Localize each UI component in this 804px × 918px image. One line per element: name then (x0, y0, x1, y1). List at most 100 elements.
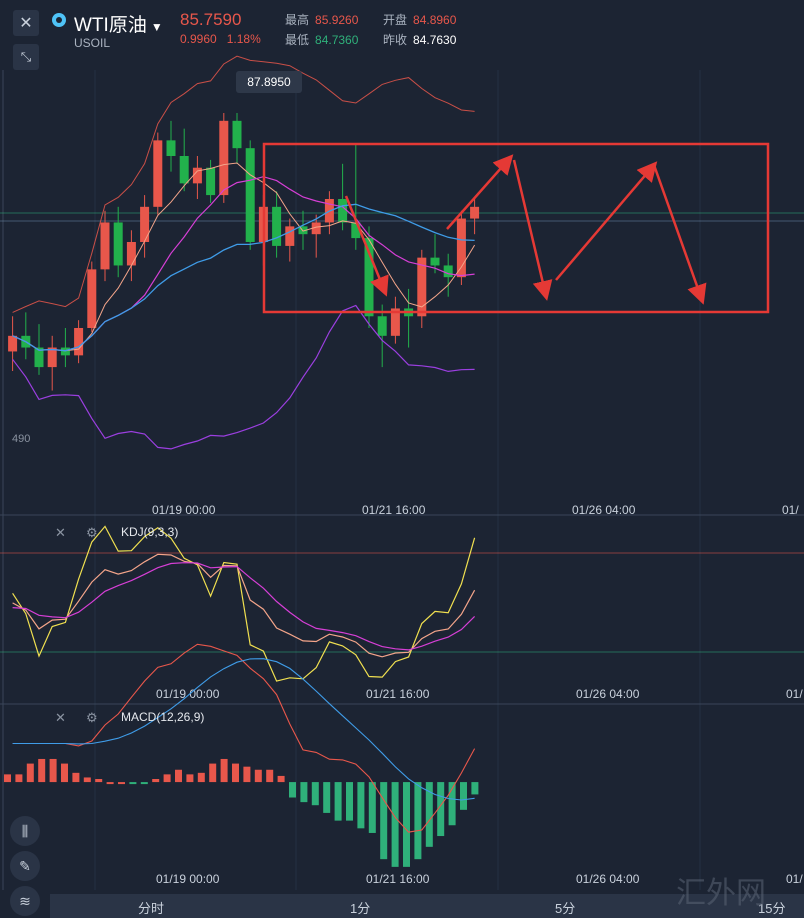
time-tick-label: 01/21 16:00 (366, 687, 430, 701)
candle-body (443, 265, 453, 278)
candle-body (456, 218, 466, 278)
annotation-arrow (512, 159, 553, 301)
candle-style-button[interactable]: ⫼ (10, 816, 40, 846)
tab-1min[interactable]: 1分 (350, 901, 371, 916)
macd-dif-line (12, 643, 476, 833)
tab-intraday[interactable]: 分时 (138, 901, 165, 916)
candle-body (60, 347, 70, 356)
candle-body (390, 308, 400, 336)
last-price: 85.7590 (180, 10, 242, 29)
close-indicator-icon[interactable]: ✕ (55, 710, 66, 725)
annotation-box (262, 142, 770, 314)
candle-body (192, 167, 202, 184)
close-button[interactable]: ✕ (13, 10, 39, 36)
prev-close-stat: 昨收 84.7630 (383, 33, 457, 47)
candle-body (74, 328, 84, 356)
macd-histogram-bar (425, 782, 433, 847)
ma10-line (12, 176, 475, 352)
draw-tool-button[interactable]: ✎ (10, 851, 40, 881)
candle-body (245, 148, 255, 242)
time-tick-label: 01/ (782, 503, 799, 517)
settings-icon[interactable]: ⚙ (86, 710, 98, 725)
symbol-title[interactable]: WTI原油 ▼ (74, 15, 163, 36)
time-tick-label: 01/26 04:00 (572, 503, 636, 517)
macd-histogram-bar (391, 782, 399, 867)
macd-histogram-bar (129, 782, 137, 785)
macd-histogram-bar (471, 782, 479, 795)
macd-histogram-bar (72, 772, 80, 783)
time-tick-label: 01/ (786, 687, 803, 701)
annotation-arrow (555, 161, 658, 281)
ma5-line (12, 162, 476, 352)
candle-body (153, 140, 163, 207)
candle-body (140, 206, 150, 242)
macd-histogram-bar (106, 782, 114, 785)
macd-histogram-bar (175, 769, 182, 783)
tab-5min[interactable]: 5分 (555, 901, 576, 916)
upper-band-line (12, 55, 475, 313)
macd-histogram-bar (460, 782, 467, 810)
kdj-k-line (12, 553, 476, 658)
kdj-label: KDJ(9,3,3) (121, 525, 179, 539)
candle-body (100, 222, 110, 270)
timeframe-tabs: 分时 1分 5分 15分 (50, 894, 804, 918)
macd-histogram-bar (380, 782, 388, 860)
kdj-j-line (12, 525, 476, 682)
kdj-d-line (12, 562, 476, 651)
collapse-button[interactable]: ⤡ (13, 44, 39, 70)
macd-histogram-bar (163, 774, 171, 783)
macd-histogram-bar (140, 782, 148, 785)
macd-histogram-bar (186, 774, 194, 783)
candle-body (311, 222, 321, 235)
macd-histogram-bar (334, 782, 342, 821)
candle-body (272, 206, 282, 246)
collapse-icon: ⤡ (20, 49, 32, 64)
macd-label: MACD(12,26,9) (121, 710, 205, 724)
high-tooltip: 87.8950 (236, 71, 302, 93)
time-tick-label: 01/ (786, 872, 803, 886)
candle-body (206, 167, 216, 196)
close-icon: ✕ (19, 15, 33, 32)
ma20-line (12, 203, 475, 352)
macd-histogram-bar (95, 779, 103, 783)
candle-body (8, 335, 18, 352)
macd-histogram-bar (209, 763, 217, 783)
candle-body (232, 120, 242, 149)
macd-histogram-bar (61, 763, 68, 783)
indicator-button[interactable]: ≋ (10, 886, 40, 916)
price-level-label: 490 (12, 433, 31, 445)
candle-body (377, 316, 387, 336)
time-tick-label: 01/21 16:00 (362, 503, 426, 517)
macd-histogram-bar (414, 782, 422, 860)
candle-body (298, 226, 308, 235)
macd-histogram-bar (197, 772, 205, 783)
time-tick-label: 01/19 00:00 (156, 687, 220, 701)
low-stat: 最低 84.7360 (285, 33, 359, 47)
lower-band-line (12, 304, 475, 450)
macd-histogram-bar (437, 782, 445, 837)
candle-body (126, 242, 136, 266)
tab-15min[interactable]: 15分 (758, 901, 786, 916)
symbol-code: USOIL (74, 36, 111, 50)
macd-histogram-bar (346, 782, 353, 821)
candlestick-icon: ⫼ (21, 822, 29, 839)
candle-body (87, 269, 97, 328)
macd-histogram-bar (49, 758, 57, 783)
macd-histogram-bar (357, 782, 365, 829)
close-indicator-icon[interactable]: ✕ (55, 525, 66, 540)
candle-body (179, 156, 189, 184)
open-stat: 开盘 84.8960 (383, 13, 457, 27)
macd-histogram-bar (243, 766, 251, 783)
chevron-down-icon: ▼ (150, 20, 163, 34)
macd-histogram-bar (289, 782, 296, 798)
candle-body (364, 238, 374, 317)
macd-histogram-bar (38, 758, 46, 783)
macd-histogram-bar (311, 782, 319, 806)
macd-histogram-bar (266, 769, 274, 783)
header-bar: ✕ ⤡ WTI原油 ▼ USOIL 85.7590 0.9960 1.18% 最高… (0, 0, 804, 70)
time-tick-label: 01/19 00:00 (152, 503, 216, 517)
settings-icon[interactable]: ⚙ (86, 525, 98, 540)
high-stat: 最高 85.9260 (285, 13, 359, 27)
candle-body (47, 347, 57, 368)
